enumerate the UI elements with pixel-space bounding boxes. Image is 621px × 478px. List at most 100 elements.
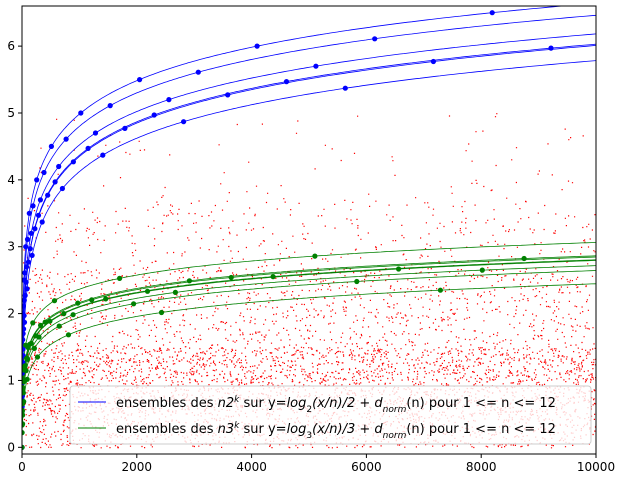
green-point	[103, 296, 109, 302]
blue-point	[39, 219, 45, 225]
legend-superscript: k	[234, 395, 240, 405]
blue-curve-n9	[22, 43, 596, 383]
blue-point	[430, 58, 436, 65]
blue-point	[22, 297, 27, 303]
legend-prefix: ensembles des	[116, 396, 218, 411]
blue-point	[23, 279, 29, 285]
legend-mid: sur y=	[239, 396, 286, 411]
legend-rest: (x/n)/3 +	[312, 422, 374, 437]
green-point	[30, 320, 36, 326]
blue-point	[28, 230, 34, 236]
blue-point	[41, 169, 47, 176]
x-axis: 0 2000 4000 6000 8000 10000	[18, 454, 615, 474]
blue-point	[34, 177, 40, 183]
green-point	[38, 322, 44, 328]
legend-box	[69, 385, 592, 445]
green-point	[56, 323, 62, 329]
green-point	[36, 334, 42, 340]
legend-d-subscript: norm	[383, 431, 407, 441]
blue-point	[25, 259, 31, 265]
blue-point	[24, 236, 31, 242]
blue-point	[32, 226, 38, 232]
y-tick-label: 6	[7, 39, 15, 53]
legend: ensembles des n2k sur y=log2(x/n)/2 + dn…	[69, 385, 592, 445]
marker-layer	[22, 10, 554, 450]
blue-point	[489, 10, 495, 16]
green-point	[70, 312, 76, 318]
green-point	[75, 300, 81, 306]
x-tick-label: 10000	[577, 460, 615, 474]
green-point	[172, 289, 178, 295]
y-tick-label: 4	[7, 173, 15, 187]
green-point	[144, 288, 151, 294]
blue-point	[45, 192, 51, 198]
legend-d: d	[374, 396, 383, 411]
green-point	[270, 274, 276, 280]
blue-point	[195, 69, 201, 75]
blue-point	[22, 292, 28, 299]
blue-point	[59, 185, 65, 192]
x-tick-label: 4000	[236, 460, 267, 474]
green-point	[396, 266, 402, 272]
blue-point	[22, 270, 28, 276]
legend-d: d	[374, 422, 383, 437]
blue-curve-n11	[22, 60, 596, 390]
legend-formula: log	[287, 396, 307, 411]
legend-tail: (n) pour 1 <= n <= 12	[406, 396, 556, 411]
green-point	[22, 412, 26, 418]
blue-point	[85, 145, 91, 151]
blue-point	[548, 45, 554, 51]
green-point	[65, 332, 72, 338]
plot-background	[22, 6, 596, 454]
x-tick-label: 2000	[122, 460, 153, 474]
legend-mid: sur y=	[239, 422, 286, 437]
legend-d-subscript: norm	[383, 405, 407, 415]
legend-math: n3	[218, 422, 235, 437]
green-point	[158, 309, 165, 316]
green-point	[228, 274, 234, 281]
green-point	[22, 390, 26, 396]
blue-point	[107, 103, 113, 109]
green-point	[22, 430, 25, 436]
green-point	[23, 368, 29, 374]
blue-point	[181, 119, 187, 125]
blue-point	[137, 77, 143, 83]
green-point	[186, 278, 192, 284]
blue-point	[22, 331, 26, 337]
green-point	[479, 267, 485, 273]
green-point	[89, 297, 95, 303]
green-point	[22, 444, 25, 450]
blue-point	[151, 112, 157, 118]
green-point	[34, 354, 41, 360]
blue-point	[92, 130, 99, 136]
green-point	[31, 345, 37, 351]
y-tick-label: 3	[7, 240, 15, 254]
y-tick-label: 2	[7, 307, 15, 321]
green-point	[117, 275, 123, 281]
green-point	[25, 356, 31, 362]
blue-point	[30, 203, 36, 209]
green-point	[22, 408, 25, 414]
legend-tail: (n) pour 1 <= n <= 12	[406, 422, 556, 437]
green-point	[23, 342, 29, 348]
legend-superscript: k	[234, 421, 240, 431]
blue-point	[22, 337, 26, 343]
blue-point	[78, 110, 84, 116]
x-tick-label: 8000	[466, 460, 497, 474]
blue-point	[70, 159, 76, 165]
blue-point	[22, 346, 26, 352]
green-point	[47, 318, 53, 324]
blue-point	[37, 197, 44, 203]
legend-log-base: 3	[306, 431, 312, 441]
green-point	[354, 278, 360, 285]
blue-point	[254, 43, 260, 49]
green-point	[22, 421, 26, 427]
blue-point	[22, 326, 27, 332]
blue-point	[166, 97, 172, 103]
blue-point	[342, 85, 348, 91]
legend-label: ensembles des n3k sur y=log3(x/n)/3 + dn…	[116, 421, 556, 441]
x-tick-label: 6000	[351, 460, 382, 474]
green-point	[437, 287, 443, 293]
